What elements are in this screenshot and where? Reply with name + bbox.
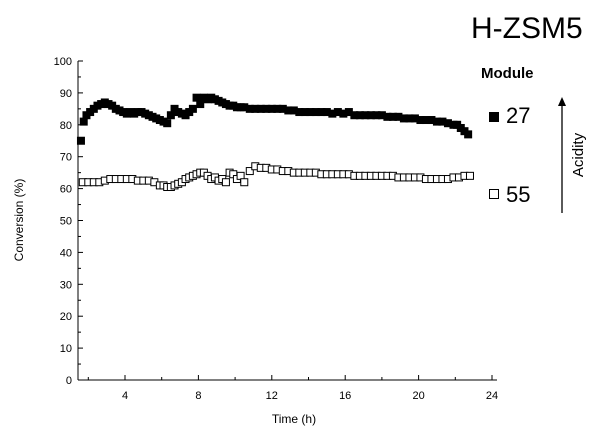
data-point-27: [240, 103, 249, 112]
data-point-27: [421, 116, 430, 125]
y-tick-label: 20: [60, 311, 72, 323]
acidity-label: Acidity: [570, 132, 587, 177]
data-point-27: [267, 104, 276, 113]
data-point-27: [163, 119, 172, 128]
data-point-27: [405, 114, 414, 123]
data-point-27: [410, 114, 419, 123]
x-tick-label: 16: [339, 390, 351, 402]
data-point-27: [344, 108, 353, 117]
data-point-27: [192, 93, 201, 102]
data-point-27: [273, 104, 282, 113]
x-ticks: 4 8 12 16 20 24: [87, 375, 498, 402]
y-tick-label: 40: [60, 247, 72, 259]
data-point-27: [361, 111, 370, 120]
y-tick-label: 60: [60, 184, 72, 196]
legend-marker-27: [489, 112, 499, 122]
data-point-27: [262, 104, 271, 113]
data-point-27: [289, 106, 298, 115]
data-point-27: [76, 136, 85, 145]
data-point-55: [465, 171, 474, 180]
data-point-27: [377, 111, 386, 120]
acidity-indicator: Acidity: [558, 97, 587, 213]
x-axis-title: Time (h): [272, 412, 316, 426]
y-tick-label: 70: [60, 152, 72, 164]
series-27-markers: [76, 93, 473, 145]
data-point-27: [464, 130, 473, 139]
x-tick-label: 20: [412, 390, 424, 402]
data-point-27: [383, 112, 392, 121]
chart-title: H-ZSM5: [471, 12, 583, 45]
data-point-55: [245, 167, 254, 176]
y-tick-label: 0: [66, 375, 72, 387]
acidity-arrow-head-icon: [558, 97, 566, 106]
data-point-27: [394, 112, 403, 121]
y-tick-label: 90: [60, 88, 72, 100]
y-ticks: 0 10 20 30 40 50 60 70 80 90 100: [54, 56, 83, 387]
legend: Module 27 55: [481, 65, 534, 207]
data-point-27: [295, 108, 304, 117]
y-axis-title: Conversion (%): [12, 179, 26, 262]
data-point-27: [372, 111, 381, 120]
data-point-27: [251, 104, 260, 113]
data-point-55: [221, 178, 230, 187]
data-point-27: [79, 117, 88, 126]
legend-label-55: 55: [506, 182, 530, 207]
data-point-27: [311, 108, 320, 117]
data-point-27: [322, 108, 331, 117]
data-point-55: [240, 178, 249, 187]
legend-title: Module: [481, 65, 534, 82]
data-point-27: [188, 104, 197, 113]
data-point-27: [256, 104, 265, 113]
data-point-27: [306, 108, 315, 117]
y-tick-label: 50: [60, 216, 72, 228]
data-point-27: [427, 116, 436, 125]
legend-label-27: 27: [506, 103, 530, 128]
data-point-27: [416, 116, 425, 125]
y-tick-label: 100: [54, 56, 72, 68]
data-point-27: [399, 114, 408, 123]
data-point-27: [432, 117, 441, 126]
data-point-27: [355, 111, 364, 120]
data-point-27: [166, 111, 175, 120]
data-point-27: [245, 104, 254, 113]
data-point-27: [339, 109, 348, 118]
data-point-27: [443, 119, 452, 128]
x-tick-label: 8: [195, 390, 201, 402]
series-55-markers: [78, 162, 474, 192]
data-point-27: [300, 108, 309, 117]
data-point-27: [388, 112, 397, 121]
legend-marker-55: [489, 189, 499, 199]
x-tick-label: 24: [486, 390, 498, 402]
y-tick-label: 30: [60, 279, 72, 291]
data-point-27: [284, 106, 293, 115]
data-point-27: [333, 108, 342, 117]
data-point-27: [317, 108, 326, 117]
data-point-27: [366, 111, 375, 120]
x-tick-label: 12: [266, 390, 278, 402]
data-point-27: [438, 117, 447, 126]
data-point-27: [278, 104, 287, 113]
x-tick-label: 4: [122, 390, 128, 402]
y-tick-label: 10: [60, 343, 72, 355]
data-point-27: [328, 109, 337, 118]
y-tick-label: 80: [60, 120, 72, 132]
data-point-27: [196, 100, 205, 109]
data-point-27: [350, 111, 359, 120]
